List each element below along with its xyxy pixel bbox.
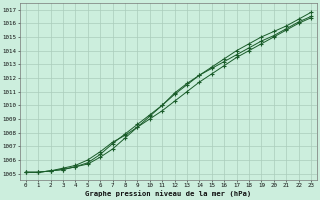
X-axis label: Graphe pression niveau de la mer (hPa): Graphe pression niveau de la mer (hPa) [85,190,252,197]
